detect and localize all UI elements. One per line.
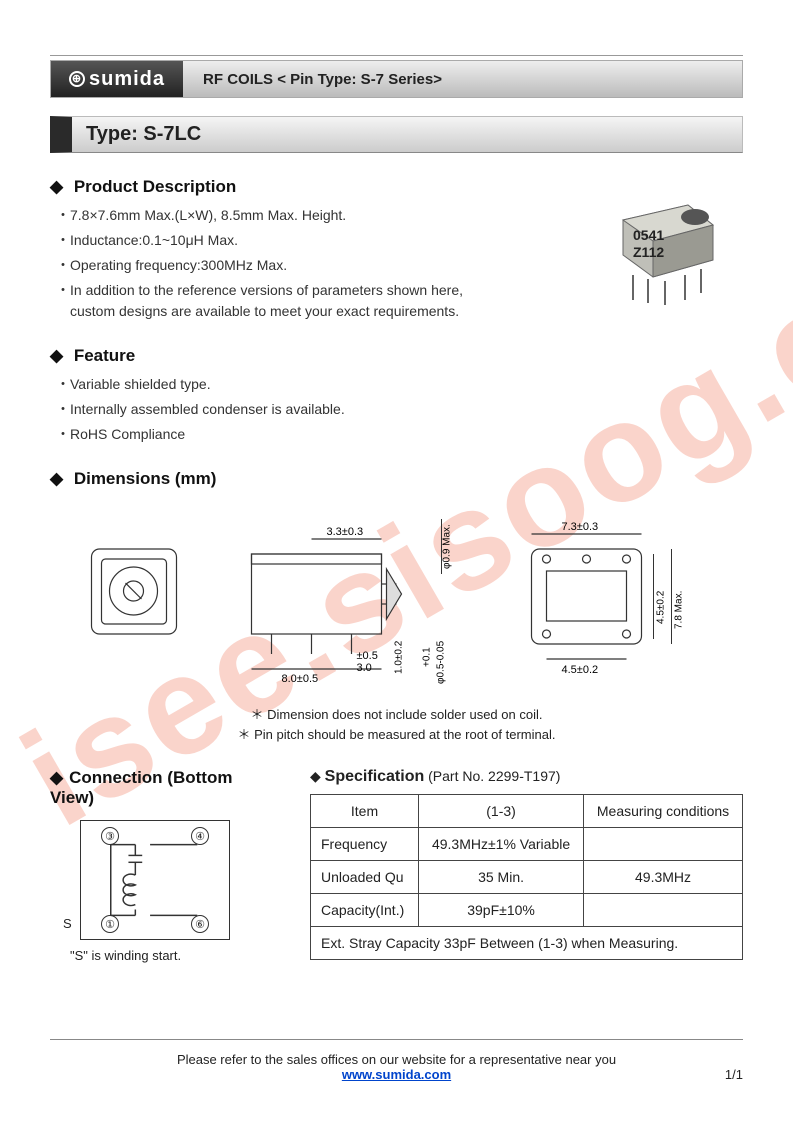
header-bar: ⊕ sumida RF COILS < Pin Type: S-7 Series… — [50, 60, 743, 98]
connection-note: "S" is winding start. — [70, 948, 280, 963]
diamond-icon: ◆ — [50, 469, 63, 488]
diamond-icon: ◆ — [50, 177, 63, 196]
diamond-icon: ◆ — [310, 768, 321, 784]
footer: Please refer to the sales offices on our… — [50, 1039, 743, 1082]
svg-text:±0.5: ±0.5 — [357, 650, 378, 662]
diamond-icon: ◆ — [50, 768, 63, 787]
feature-list: ・Variable shielded type.・Internally asse… — [50, 374, 743, 445]
brand-text: sumida — [89, 68, 165, 91]
logo-icon: ⊕ — [69, 71, 85, 87]
footer-text: Please refer to the sales offices on our… — [50, 1052, 743, 1067]
specification-table: Item (1-3) Measuring conditions Frequenc… — [310, 794, 743, 960]
svg-text:3.0: 3.0 — [357, 662, 372, 674]
svg-text:1.0±0.2: 1.0±0.2 — [394, 640, 405, 674]
svg-text:φ0.9 Max.: φ0.9 Max. — [442, 524, 453, 569]
connection-diagram: ③ ④ ① ⑥ S — [80, 820, 230, 940]
bullet-icon: ・ — [56, 424, 70, 445]
list-item-text: 7.8×7.6mm Max.(L×W), 8.5mm Max. Height. — [70, 205, 346, 226]
bullet-icon: ・ — [56, 230, 70, 251]
list-item: ・Variable shielded type. — [56, 374, 743, 395]
svg-text:φ0.5-0.05: φ0.5-0.05 — [436, 640, 447, 684]
coil-schematic-icon — [81, 821, 229, 939]
table-row: Item (1-3) Measuring conditions — [311, 795, 743, 828]
diamond-icon: ◆ — [50, 346, 63, 365]
svg-text:8.0±0.5: 8.0±0.5 — [282, 673, 319, 685]
list-item: ・RoHS Compliance — [56, 424, 743, 445]
list-item-text: Operating frequency:300MHz Max. — [70, 255, 287, 276]
table-row: Capacity(Int.) 39pF±10% — [311, 894, 743, 927]
dimensions-drawing: 3.3±0.3 8.0±0.5 ±0.5 3.0 1.0±0.2 +0.1 φ0… — [50, 499, 743, 699]
specification-title: ◆ Specification (Part No. 2299-T197) — [310, 768, 743, 786]
svg-text:4.5±0.2: 4.5±0.2 — [562, 664, 599, 676]
feature-title: ◆ Feature — [50, 346, 743, 366]
header-item: Item — [311, 795, 419, 828]
svg-text:+0.1: +0.1 — [422, 647, 433, 667]
table-row: Frequency 49.3MHz±1% Variable — [311, 828, 743, 861]
footer-link[interactable]: www.sumida.com — [342, 1067, 451, 1082]
bullet-icon: ・ — [56, 399, 70, 420]
connection-title: ◆Connection (Bottom View) — [50, 768, 280, 808]
list-item-text: RoHS Compliance — [70, 424, 185, 445]
bullet-icon: ・ — [56, 255, 70, 276]
svg-text:0541: 0541 — [633, 227, 664, 243]
list-item-text: Variable shielded type. — [70, 374, 211, 395]
table-row: Ext. Stray Capacity 33pF Between (1-3) w… — [311, 927, 743, 960]
product-image: 0541 Z112 — [603, 185, 733, 305]
bullet-icon: ・ — [56, 374, 70, 395]
header-cond: Measuring conditions — [584, 795, 743, 828]
header-col1: (1-3) — [419, 795, 584, 828]
svg-text:7.3±0.3: 7.3±0.3 — [562, 521, 599, 533]
svg-text:7.8 Max.: 7.8 Max. — [674, 591, 685, 629]
header-title: RF COILS < Pin Type: S-7 Series> — [183, 61, 742, 97]
bullet-icon: ・ — [56, 280, 70, 322]
list-item: ・Internally assembled condenser is avail… — [56, 399, 743, 420]
dimension-notes: ＊ Dimension does not include solder used… — [50, 705, 743, 744]
bullet-icon: ・ — [56, 205, 70, 226]
svg-text:3.3±0.3: 3.3±0.3 — [327, 526, 364, 538]
brand-logo: ⊕ sumida — [51, 61, 183, 97]
svg-text:4.5±0.2: 4.5±0.2 — [656, 590, 667, 624]
table-row: Unloaded Qu 35 Min. 49.3MHz — [311, 861, 743, 894]
type-bar: Type: S-7LC — [50, 116, 743, 153]
dim-note-1: ＊ Dimension does not include solder used… — [50, 705, 743, 725]
list-item-text: Inductance:0.1~10μH Max. — [70, 230, 238, 251]
page-content: ⊕ sumida RF COILS < Pin Type: S-7 Series… — [0, 0, 793, 993]
s-label: S — [63, 916, 72, 931]
page-number: 1/1 — [725, 1067, 743, 1082]
dimensions-title: ◆ Dimensions (mm) — [50, 469, 743, 489]
list-item-text: Internally assembled condenser is availa… — [70, 399, 345, 420]
list-item-text: In addition to the reference versions of… — [70, 280, 500, 322]
svg-text:Z112: Z112 — [633, 244, 664, 260]
dim-note-2: ＊ Pin pitch should be measured at the ro… — [50, 725, 743, 745]
